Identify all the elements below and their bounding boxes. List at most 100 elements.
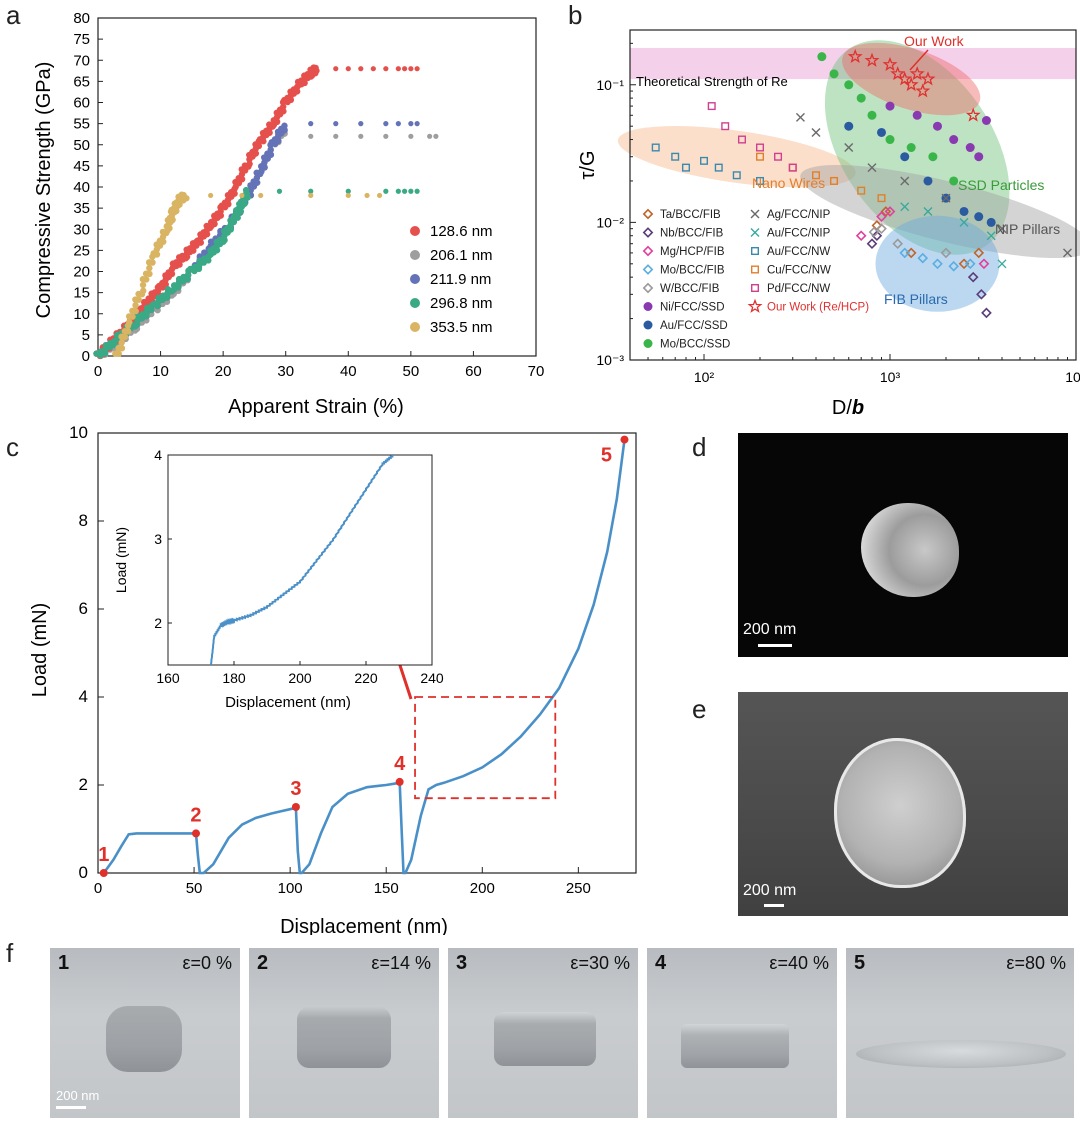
data-point [225,200,232,208]
data-point [333,66,339,72]
point-label: 2 [190,804,201,826]
frame-strain-4: ε=40 % [769,953,829,973]
legend-label: 353.5 nm [430,319,493,336]
data-point [932,121,942,131]
data-point [140,287,147,294]
data-point [227,226,235,233]
pillar-4 [681,1024,789,1068]
data-point [756,152,765,161]
panel-letter-d: d [692,432,707,462]
point-label: 3 [290,778,301,800]
y-tick-label: 30 [73,221,90,238]
y-tick-label: 65 [73,73,90,90]
annotation-our-work: Our Work [904,33,965,49]
y-tick-label: 50 [73,137,90,154]
data-point [900,202,910,212]
data-point [906,143,916,153]
data-point [671,152,680,161]
our-work-arrow [909,49,929,71]
annotation-nanowires: Nano Wires [752,175,825,191]
load-curve [102,439,626,875]
legend-label: Au/FCC/SSD [660,320,728,332]
data-point [402,66,408,72]
point-label: 5 [601,445,612,467]
sem-image-d: 200 nm [738,433,1068,657]
data-point [857,186,866,195]
marker-point [99,869,108,877]
frame-number-2: 2 [257,952,269,974]
data-point [923,176,933,186]
data-point [308,188,314,194]
data-point [903,76,919,92]
data-point [239,192,245,199]
data-point [267,151,275,158]
data-point [964,258,976,270]
legend-label: Our Work (Re/HCP) [767,302,869,314]
annotation-fib: FIB Pillars [884,291,948,307]
y-tick-label: 80 [73,10,90,27]
data-point [333,133,339,139]
data-point [129,313,136,320]
legend-marker [643,320,653,330]
data-point [280,108,287,115]
inset-x-tick-label: 240 [420,670,444,686]
annotation-ssd: SSD Particles [958,177,1044,193]
data-point [255,142,263,150]
pillar-top-view-e [834,738,966,888]
data-point [139,281,147,289]
data-point [358,121,364,127]
data-point [811,171,820,180]
data-point [844,121,854,131]
chart-c-xlabel: Displacement (nm) [280,916,448,935]
data-point [149,259,156,266]
region-nip-pillars [800,164,1080,259]
inset-y-tick-label: 3 [154,531,162,547]
data-point [433,133,439,139]
y-tick-label: 10 [69,425,88,442]
data-point [121,333,129,341]
data-point [308,121,314,127]
y-tick-label: 10⁻³ [596,352,624,368]
data-point [280,103,287,110]
data-point [981,115,991,125]
data-point [395,66,401,72]
data-point [132,302,139,309]
data-point [866,238,878,250]
data-point [118,345,126,352]
data-point [877,194,886,203]
data-point [867,110,877,120]
data-point [408,121,414,127]
data-point [146,270,153,278]
x-tick-label: 30 [277,363,294,380]
data-point [973,247,985,259]
data-point [967,271,979,283]
panel-letter-c: c [6,432,19,462]
data-point [273,118,281,126]
y-tick-label: 25 [73,242,90,259]
frame-strain-5: ε=80 % [1006,953,1066,973]
y-tick-label: 60 [73,95,90,112]
x-tick-label: 150 [374,880,399,897]
sem-frame-2: 2 ε=14 % [249,948,439,1118]
y-tick-label: 75 [73,31,90,48]
sem-image-e: 200 nm [738,692,1068,916]
marker-point [620,435,629,444]
x-tick-label: 50 [186,880,203,897]
chart-b-xlabel: D/b [832,397,864,419]
x-tick-label: 10 [152,363,169,380]
data-point [978,258,990,270]
chart-b-ylabel: τ/G [577,150,599,179]
data-point [981,307,992,319]
data-point [965,143,975,153]
point-label: 4 [394,753,406,775]
data-point [143,276,150,283]
data-point [868,226,880,238]
data-point [928,152,938,162]
legend-marker [643,302,653,311]
data-point [252,150,260,157]
data-point [160,238,167,245]
inset-x-tick-label: 200 [288,670,312,686]
data-point [788,163,797,172]
data-point [126,319,133,326]
chart-a-xlabel: Apparent Strain (%) [228,396,404,418]
